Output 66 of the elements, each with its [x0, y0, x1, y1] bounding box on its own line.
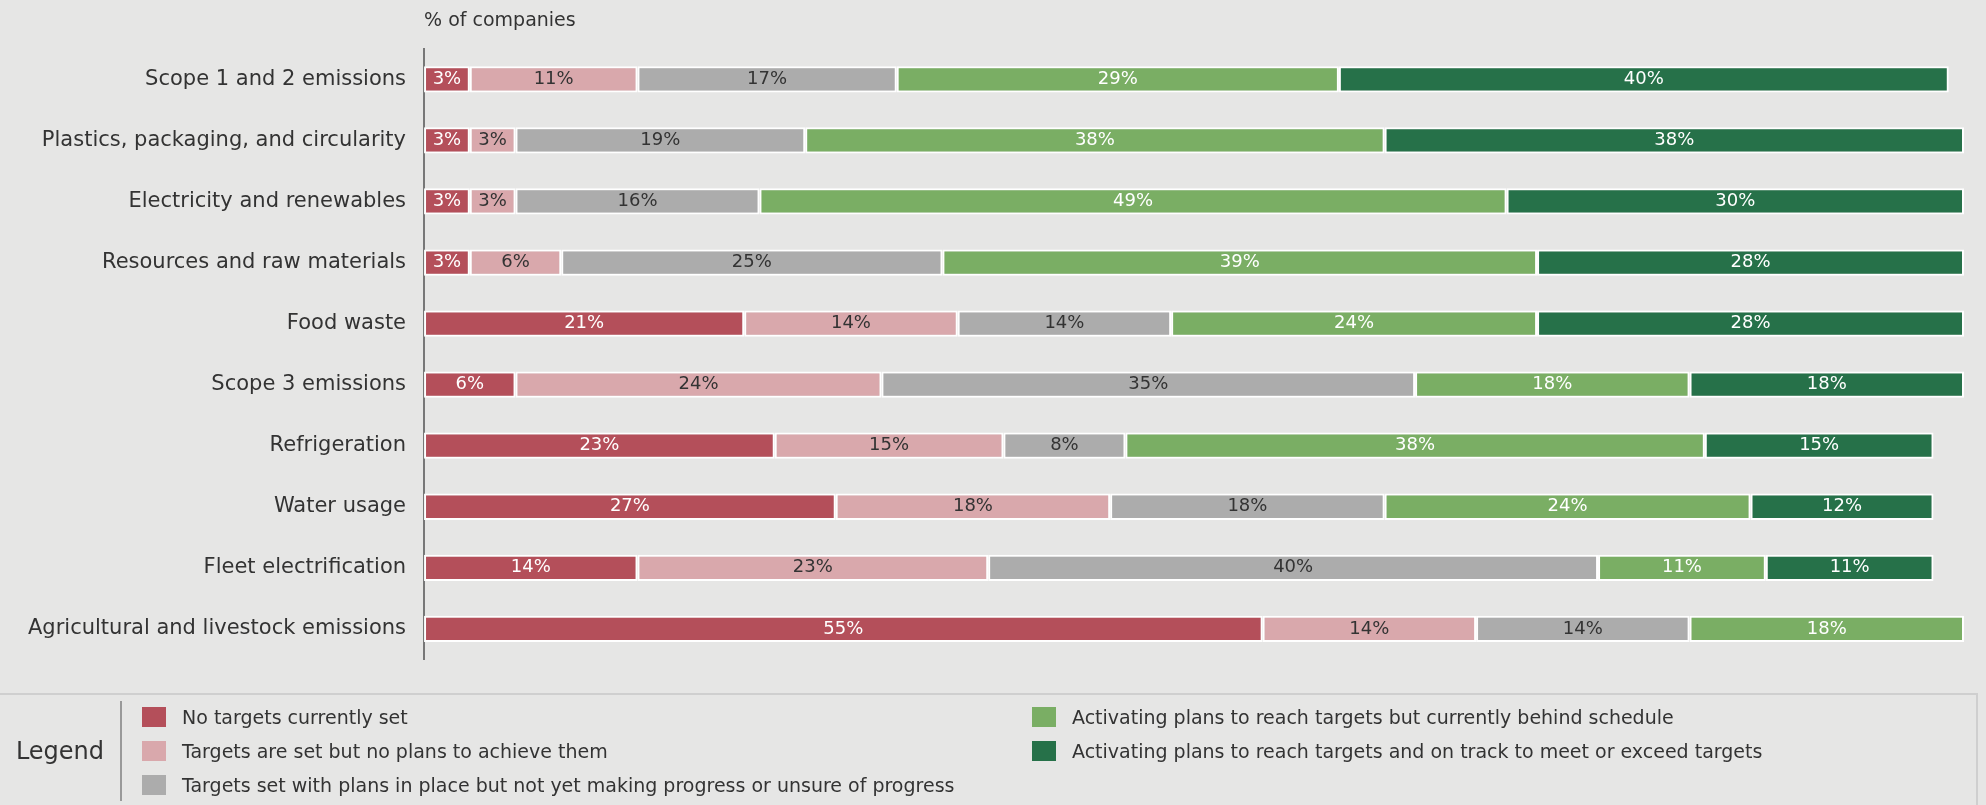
y-tick-label: Water usage: [273, 493, 407, 518]
data-label: 15%: [869, 433, 910, 455]
data-label: 35%: [1128, 372, 1169, 394]
y-tick-label: Fleet electrification: [203, 554, 407, 579]
data-label: 3%: [432, 67, 462, 88]
data-label: 16%: [617, 189, 658, 211]
data-label: 38%: [1654, 128, 1695, 150]
data-label: 40%: [1273, 555, 1314, 577]
data-label: 38%: [1395, 433, 1436, 455]
data-label: 6%: [501, 250, 530, 272]
data-label: 28%: [1730, 311, 1771, 333]
data-label: 8%: [1050, 433, 1079, 455]
data-label: 14%: [830, 311, 871, 333]
data-label: 11%: [533, 67, 574, 88]
data-label: 29%: [1097, 67, 1138, 88]
y-tick-label: Refrigeration: [269, 432, 407, 457]
data-label: 14%: [1562, 616, 1603, 638]
data-label: 3%: [432, 189, 462, 211]
y-tick-label: Electricity and renewables: [128, 187, 407, 212]
x-axis-title: % of companies: [424, 8, 576, 31]
data-label: 3%: [478, 128, 507, 150]
data-label: 18%: [1532, 372, 1573, 394]
y-tick-label: Agricultural and livestock emissions: [27, 615, 407, 640]
legend-label: Activating plans to reach targets but currently behind schedule: [1072, 706, 1674, 728]
data-label: 49%: [1113, 189, 1154, 211]
legend-label: Targets set with plans in place but not yet making progress or unsure of progress: [182, 774, 955, 796]
data-label: 3%: [432, 128, 462, 150]
data-label: 6%: [455, 372, 485, 394]
data-label: 11%: [1829, 555, 1870, 577]
data-label: 19%: [640, 128, 681, 150]
legend-label: No targets currently set: [182, 706, 408, 728]
data-label: 11%: [1661, 555, 1702, 577]
data-label: 15%: [1799, 433, 1840, 455]
data-label: 28%: [1730, 250, 1771, 272]
data-label: 3%: [432, 250, 462, 272]
y-tick-label: Resources and raw materials: [101, 248, 407, 273]
data-label: 17%: [747, 67, 788, 88]
data-label: 24%: [1334, 311, 1375, 333]
legend-label: Activating plans to reach targets and on track to meet or exceed targets: [1072, 740, 1763, 762]
legend-label: Targets are set but no plans to achieve them: [182, 740, 608, 762]
legend-title: Legend: [0, 701, 122, 801]
y-tick-label: Scope 3 emissions: [211, 371, 407, 396]
data-label: 3%: [478, 189, 507, 211]
data-label: 21%: [564, 311, 605, 333]
data-label: 27%: [609, 494, 650, 516]
data-label: 14%: [1349, 616, 1390, 638]
data-label: 14%: [510, 555, 551, 577]
data-label: 18%: [1806, 372, 1847, 394]
data-label: 24%: [678, 372, 719, 394]
data-label: 39%: [1219, 250, 1260, 272]
data-label: 38%: [1074, 128, 1115, 150]
data-label: 18%: [1806, 616, 1847, 638]
data-label: 23%: [579, 433, 620, 455]
data-label: 18%: [1227, 494, 1268, 516]
data-label: 55%: [823, 616, 864, 638]
data-label: 30%: [1715, 189, 1756, 211]
data-label: 12%: [1822, 494, 1863, 516]
y-tick-label: Plastics, packaging, and circularity: [41, 126, 407, 151]
data-label: 25%: [731, 250, 772, 272]
data-label: 40%: [1623, 67, 1664, 88]
data-label: 18%: [952, 494, 993, 516]
y-tick-label: Scope 1 and 2 emissions: [145, 65, 407, 90]
data-label: 14%: [1044, 311, 1085, 333]
y-tick-label: Food waste: [286, 310, 407, 335]
data-label: 23%: [792, 555, 833, 577]
data-label: 24%: [1547, 494, 1588, 516]
